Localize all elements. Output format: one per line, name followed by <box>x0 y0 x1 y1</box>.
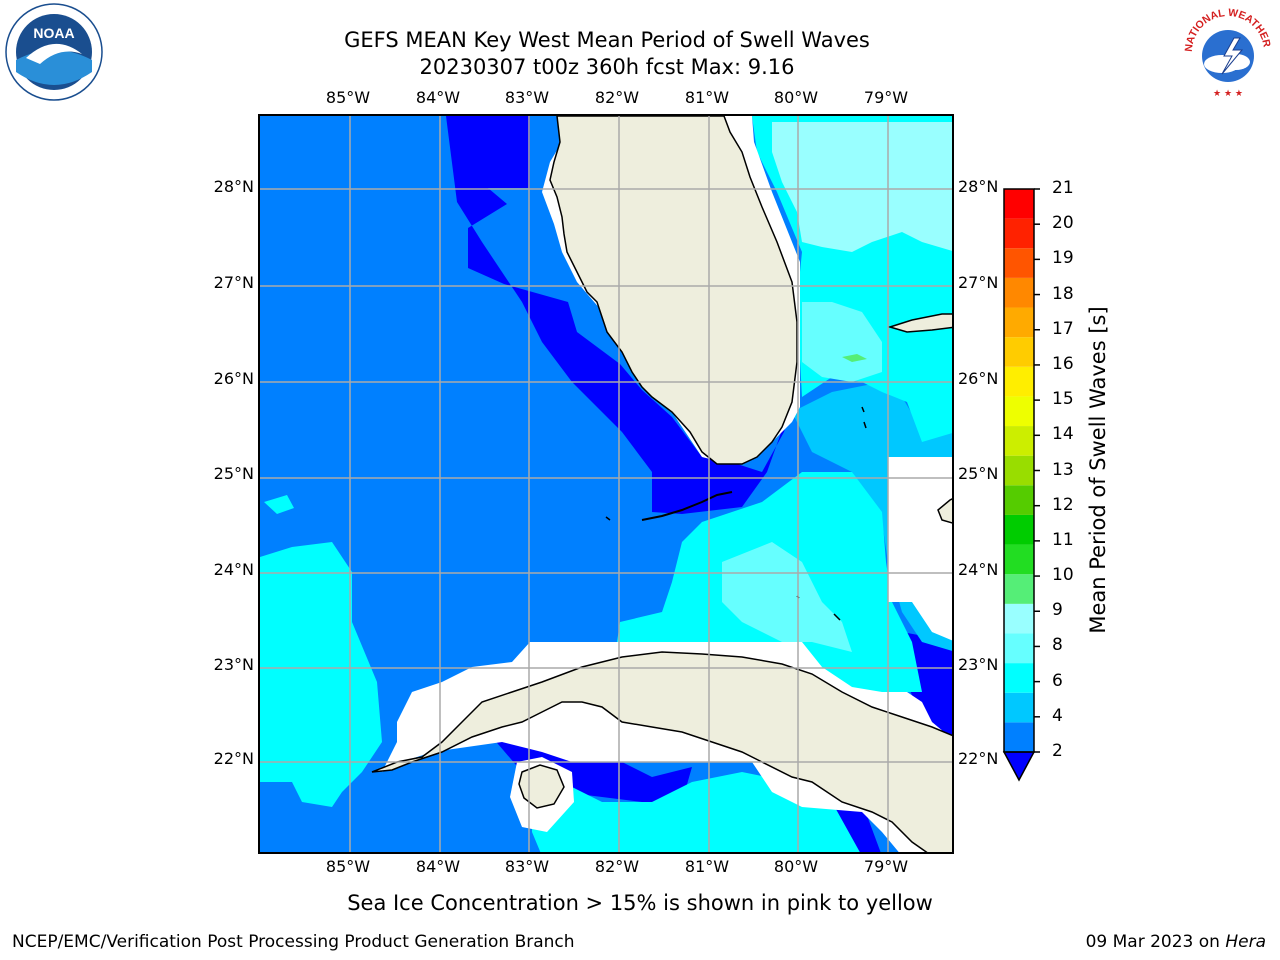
colorbar-tick-label: 14 <box>1052 424 1074 445</box>
colorbar-swatch <box>1004 307 1034 338</box>
swell-contour-under-2s <box>492 737 692 802</box>
colorbar-tick-label: 13 <box>1052 459 1074 480</box>
colorbar-tick-label: 8 <box>1052 635 1063 656</box>
footer-credit: NCEP/EMC/Verification Post Processing Pr… <box>12 932 575 952</box>
lat-label-left: 22°N <box>213 749 254 768</box>
colorbar-swatch <box>1004 633 1034 664</box>
lon-label-top: 82°W <box>594 88 640 107</box>
svg-text:★ ★ ★: ★ ★ ★ <box>1213 89 1243 99</box>
swell-contour-under-2s <box>446 116 792 514</box>
colorbar-swatch <box>1004 722 1034 752</box>
lon-label-top: 85°W <box>325 88 371 107</box>
colorbar-swatch <box>1004 603 1034 634</box>
colorbar-swatch <box>1004 337 1034 367</box>
lon-label-top: 80°W <box>773 88 819 107</box>
chart-title: GEFS MEAN Key West Mean Period of Swell … <box>344 28 870 52</box>
noaa-logo: NOAA <box>5 3 103 101</box>
sea-ice-note: Sea Ice Concentration > 15% is shown in … <box>347 891 933 915</box>
lat-label-left: 27°N <box>213 273 254 292</box>
chart-subtitle: 20230307 t00z 360h fcst Max: 9.16 <box>419 55 795 79</box>
colorbar-tick-label: 4 <box>1052 705 1063 726</box>
swell-contour-9s <box>842 354 867 362</box>
colorbar-tick-label: 12 <box>1052 494 1074 515</box>
swell-contour-6s <box>260 542 382 807</box>
lat-label-right: 25°N <box>958 464 999 483</box>
land-bahamas <box>937 498 952 524</box>
land-florida-keys <box>641 491 733 521</box>
footer-host: Hera <box>1225 932 1266 952</box>
lat-label-left: 28°N <box>213 177 254 196</box>
colorbar-tick-label: 17 <box>1052 318 1074 339</box>
colorbar-swatch <box>1004 218 1034 249</box>
swell-contour-8s <box>807 212 852 242</box>
colorbar-swatch <box>1004 366 1034 397</box>
colorbar-swatch <box>1004 663 1034 693</box>
lat-label-right: 27°N <box>958 273 999 292</box>
lon-label-bottom: 80°W <box>773 857 819 876</box>
colorbar-label: Mean Period of Swell Waves [s] <box>1086 306 1110 634</box>
colorbar-swatch <box>1004 396 1034 427</box>
nws-logo: NATIONAL WEATHER SERVICE ★ ★ ★ <box>1178 2 1276 100</box>
colorbar-swatch <box>1004 277 1034 308</box>
colorbar-tick-label: 21 <box>1052 178 1074 198</box>
coastal-mask <box>888 457 952 641</box>
colorbar-swatch <box>1004 455 1034 486</box>
lon-label-bottom: 82°W <box>594 857 640 876</box>
colorbar-swatch <box>1004 514 1034 545</box>
land-key-west <box>605 516 611 521</box>
map-panel <box>258 114 954 854</box>
map-canvas <box>260 116 952 852</box>
lat-label-left: 23°N <box>213 655 254 674</box>
colorbar-tick-label: 20 <box>1052 213 1074 234</box>
lon-label-bottom: 79°W <box>863 857 909 876</box>
colorbar-swatch <box>1004 426 1034 456</box>
colorbar-tick-label: 15 <box>1052 389 1074 410</box>
land-isla-juventud <box>518 764 565 809</box>
land-bahamas <box>887 313 952 333</box>
map-gridlines <box>260 116 952 852</box>
colorbar <box>1002 188 1040 782</box>
lon-label-top: 79°W <box>863 88 909 107</box>
colorbar-tick-label: 19 <box>1052 248 1074 269</box>
colorbar-tick-label: 18 <box>1052 283 1074 304</box>
colorbar-tick-label: 2 <box>1052 741 1063 761</box>
colorbar-swatch <box>1004 485 1034 515</box>
colorbar-tick-label: 9 <box>1052 600 1063 621</box>
noaa-logo-text: NOAA <box>33 25 74 41</box>
swell-contour-8s <box>900 157 924 182</box>
swell-contour-8s <box>722 542 852 652</box>
lon-label-bottom: 83°W <box>504 857 550 876</box>
lon-label-top: 81°W <box>684 88 730 107</box>
colorbar-under-triangle <box>1002 751 1036 782</box>
lat-label-left: 25°N <box>213 464 254 483</box>
colorbar-swatch <box>1004 544 1034 575</box>
colorbar-swatch <box>1004 189 1034 219</box>
lon-label-top: 83°W <box>504 88 550 107</box>
lat-label-right: 28°N <box>958 177 999 196</box>
land-florida <box>549 116 798 465</box>
land-bahamas <box>796 406 867 621</box>
colorbar-tick-label: 6 <box>1052 670 1063 691</box>
colorbar-tick-label: 10 <box>1052 565 1074 586</box>
colorbar-swatch <box>1004 692 1034 723</box>
lat-label-right: 22°N <box>958 749 999 768</box>
swell-contour-6s <box>264 495 294 514</box>
lat-label-right: 23°N <box>958 655 999 674</box>
colorbar-tick-label: 16 <box>1052 353 1074 374</box>
lat-label-right: 24°N <box>958 560 999 579</box>
colorbar-tick-label: 11 <box>1052 529 1074 550</box>
lat-label-left: 26°N <box>213 369 254 388</box>
footer-date: 09 Mar 2023 on Hera <box>1086 932 1266 952</box>
colorbar-swatch <box>1004 248 1034 278</box>
swell-contour-8s <box>802 302 882 382</box>
lat-label-left: 24°N <box>213 560 254 579</box>
lon-label-bottom: 81°W <box>684 857 730 876</box>
lat-label-right: 26°N <box>958 369 999 388</box>
lon-label-top: 84°W <box>415 88 461 107</box>
lon-label-bottom: 84°W <box>415 857 461 876</box>
footer-date-text: 09 Mar 2023 on <box>1085 932 1226 952</box>
land-cuba <box>371 651 952 852</box>
lon-label-bottom: 85°W <box>325 857 371 876</box>
colorbar-swatch <box>1004 574 1034 604</box>
